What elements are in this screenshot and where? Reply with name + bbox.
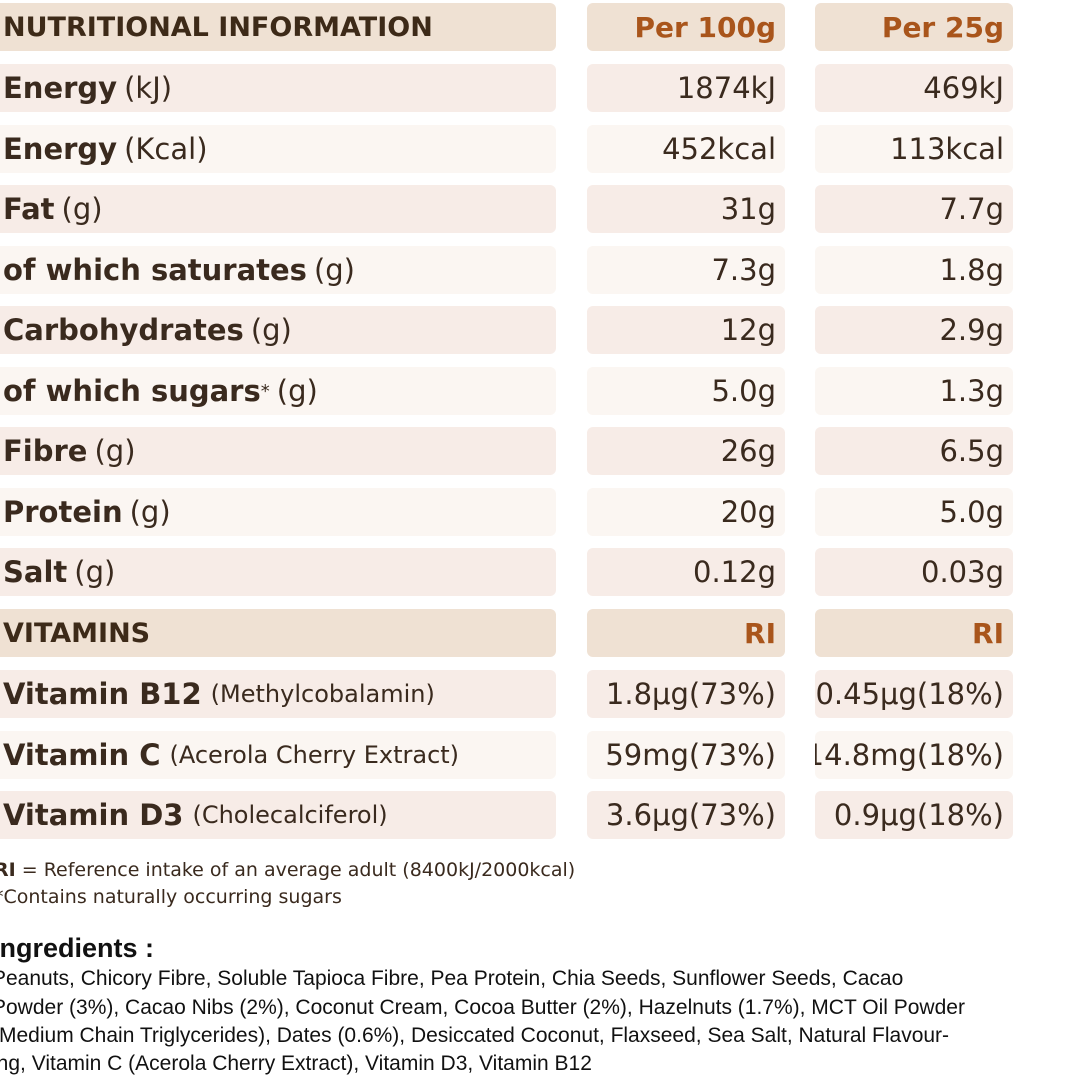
value-per-100g: 5.0g	[587, 367, 785, 415]
nutrient-unit: (g)	[94, 434, 136, 468]
vitamin-source: (Methylcobalamin)	[210, 680, 435, 708]
value-per-100g: 26g	[587, 427, 785, 475]
ingredients-line: ing, Vitamin C (Acerola Cherry Extract),…	[0, 1052, 592, 1075]
nutrient-unit: (g)	[129, 495, 171, 529]
vitamin-row: Vitamin D3 (Cholecalciferol) 3.6μg(73%) 0…	[0, 791, 1080, 839]
value-per-25g: 1.8g	[815, 246, 1013, 294]
nutrient-label: Protein (g)	[0, 488, 556, 536]
value-per-25g: 0.03g	[815, 548, 1013, 596]
nutrient-label: Salt (g)	[0, 548, 556, 596]
vitamin-per-25g: 0.45μg(18%)	[815, 670, 1013, 718]
sugars-footnote: *Contains naturally occurring sugars	[0, 886, 342, 908]
nutrient-name: Fibre	[3, 434, 88, 468]
vitamin-per-100g: 1.8μg(73%)	[587, 670, 785, 718]
nutrient-name: Energy	[3, 71, 118, 105]
value-per-25g: 113kcal	[815, 125, 1013, 173]
nutrient-unit: (g)	[313, 253, 355, 287]
nutrient-unit: (Kcal)	[124, 132, 208, 166]
nutrient-name: Salt	[3, 555, 68, 589]
table-row: Carbohydrates (g) 12g 2.9g	[0, 306, 1080, 354]
table-row: Energy (Kcal) 452kcal 113kcal	[0, 125, 1080, 173]
vitamin-per-100g: 3.6μg(73%)	[587, 791, 785, 839]
vitamin-per-25g: 14.8mg(18%)	[815, 731, 1013, 779]
header-per-25g: Per 25g	[815, 3, 1013, 51]
vitamin-name: Vitamin D3	[3, 798, 184, 832]
header-per-100g: Per 100g	[587, 3, 785, 51]
vitamin-name: Vitamin C	[3, 738, 161, 772]
value-per-25g: 2.9g	[815, 306, 1013, 354]
vitamins-header-label: VITAMINS	[0, 609, 556, 657]
nutrient-name: Carbohydrates	[3, 313, 244, 347]
vitamin-row: Vitamin B12 (Methylcobalamin) 1.8μg(73%) …	[0, 670, 1080, 718]
table-header-row: NUTRITIONAL INFORMATION Per 100g Per 25g	[0, 3, 1080, 51]
table-row: Fibre (g) 26g 6.5g	[0, 427, 1080, 475]
value-per-25g: 5.0g	[815, 488, 1013, 536]
value-per-100g: 1874kJ	[587, 64, 785, 112]
ri-footnote: RI = Reference intake of an average adul…	[0, 859, 575, 881]
value-per-100g: 7.3g	[587, 246, 785, 294]
value-per-100g: 20g	[587, 488, 785, 536]
vitamins-header-row: VITAMINS RI RI	[0, 609, 1080, 657]
value-per-25g: 1.3g	[815, 367, 1013, 415]
header-label: NUTRITIONAL INFORMATION	[0, 3, 556, 51]
table-row: Protein (g) 20g 5.0g	[0, 488, 1080, 536]
vitamin-per-100g: 59mg(73%)	[587, 731, 785, 779]
vitamin-source: (Cholecalciferol)	[192, 801, 388, 829]
ingredients-title: Ingredients :	[0, 933, 155, 963]
table-row: of which saturates (g) 7.3g 1.8g	[0, 246, 1080, 294]
value-per-25g: 6.5g	[815, 427, 1013, 475]
vitamin-per-25g: 0.9μg(18%)	[815, 791, 1013, 839]
ri-abbreviation: RI	[0, 859, 16, 881]
nutrient-name: of which saturates	[3, 253, 307, 287]
ingredients-line: Peanuts, Chicory Fibre, Soluble Tapioca …	[0, 967, 904, 990]
nutrient-label: Energy (Kcal)	[0, 125, 556, 173]
nutrient-unit: (g)	[61, 192, 103, 226]
footnote-marker: *	[260, 380, 270, 402]
value-per-25g: 7.7g	[815, 185, 1013, 233]
vitamin-label: Vitamin B12 (Methylcobalamin)	[0, 670, 556, 718]
value-per-100g: 12g	[587, 306, 785, 354]
nutrient-label: Energy (kJ)	[0, 64, 556, 112]
table-row: Salt (g) 0.12g 0.03g	[0, 548, 1080, 596]
nutrient-unit: (g)	[250, 313, 292, 347]
table-row: Energy (kJ) 1874kJ 469kJ	[0, 64, 1080, 112]
nutrient-name: Energy	[3, 132, 118, 166]
vitamin-row: Vitamin C (Acerola Cherry Extract) 59mg(7…	[0, 731, 1080, 779]
ri-definition: = Reference intake of an average adult (…	[15, 859, 576, 881]
vitamin-source: (Acerola Cherry Extract)	[169, 741, 460, 769]
vitamin-label: Vitamin C (Acerola Cherry Extract)	[0, 731, 556, 779]
table-row: of which sugars * (g) 5.0g 1.3g	[0, 367, 1080, 415]
nutrient-unit: (g)	[276, 374, 318, 408]
nutrient-unit: (kJ)	[124, 71, 173, 105]
nutrient-label: Fat (g)	[0, 185, 556, 233]
nutrient-label: Fibre (g)	[0, 427, 556, 475]
ingredients-line: (Medium Chain Triglycerides), Dates (0.6…	[0, 1024, 950, 1047]
vitamin-name: Vitamin B12	[3, 677, 202, 711]
value-per-25g: 469kJ	[815, 64, 1013, 112]
nutrient-label: of which saturates (g)	[0, 246, 556, 294]
vitamin-label: Vitamin D3 (Cholecalciferol)	[0, 791, 556, 839]
nutrient-name: Protein	[3, 495, 123, 529]
nutrient-name: of which sugars	[3, 374, 261, 408]
nutrient-unit: (g)	[74, 555, 116, 589]
ingredients-line: Powder (3%), Cacao Nibs (2%), Coconut Cr…	[0, 996, 965, 1019]
nutrient-name: Fat	[3, 192, 55, 226]
value-per-100g: 0.12g	[587, 548, 785, 596]
nutrient-label: Carbohydrates (g)	[0, 306, 556, 354]
vitamins-header-ri-100g: RI	[587, 609, 785, 657]
vitamins-header-ri-25g: RI	[815, 609, 1013, 657]
value-per-100g: 452kcal	[587, 125, 785, 173]
value-per-100g: 31g	[587, 185, 785, 233]
table-row: Fat (g) 31g 7.7g	[0, 185, 1080, 233]
nutrient-label: of which sugars * (g)	[0, 367, 556, 415]
